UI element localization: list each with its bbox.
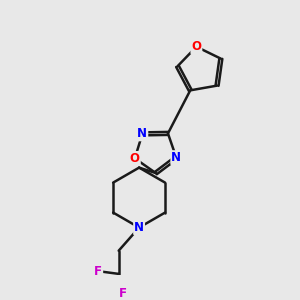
Text: N: N bbox=[137, 128, 147, 140]
Text: O: O bbox=[130, 152, 140, 165]
Text: N: N bbox=[171, 151, 181, 164]
Text: O: O bbox=[191, 40, 201, 53]
Text: N: N bbox=[134, 221, 144, 234]
Text: F: F bbox=[119, 287, 127, 300]
Text: F: F bbox=[94, 265, 102, 278]
